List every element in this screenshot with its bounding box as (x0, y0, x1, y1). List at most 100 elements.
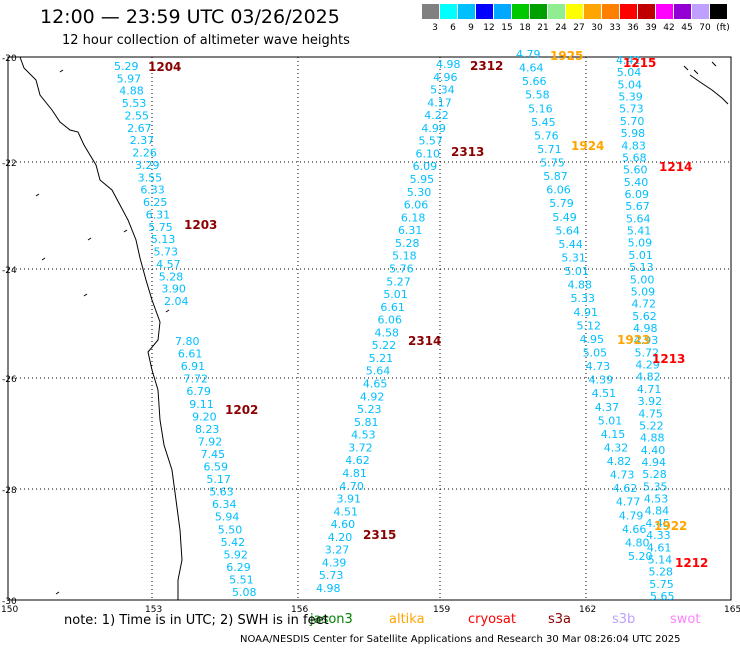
wave-height-value: 4.66 (622, 523, 647, 536)
scale-label: 24 (555, 23, 567, 33)
wave-height-value: 3.72 (348, 441, 373, 454)
wave-height-value: 4.53 (644, 493, 669, 506)
wave-height-value: 4.82 (636, 371, 661, 384)
wave-height-value: 5.67 (625, 200, 650, 213)
pass-label: 2312 (470, 59, 503, 73)
legend-s3b: s3b (612, 612, 636, 627)
scale-label: 27 (573, 23, 585, 33)
wave-height-value: 5.04 (617, 66, 642, 79)
wave-height-value: 4.29 (635, 359, 660, 372)
wave-height-value: 2.37 (130, 134, 155, 147)
lat-label: -28 (2, 486, 17, 496)
wave-height-value: 4.40 (641, 444, 666, 457)
wave-height-value: 5.41 (627, 225, 652, 238)
wave-height-value: 5.34 (430, 84, 455, 97)
wave-height-value: 5.72 (635, 346, 660, 359)
wave-height-value: 5.53 (122, 97, 147, 110)
wave-height-value: 5.42 (221, 536, 246, 549)
wave-height-value: 5.40 (624, 176, 649, 189)
reef-mark (55, 591, 60, 595)
wave-height-value: 4.61 (647, 541, 672, 554)
scale-label: 3 (432, 23, 438, 33)
wave-height-value: 6.31 (146, 208, 171, 221)
pass-label: 1212 (675, 556, 708, 570)
wave-height-value: 4.95 (580, 333, 605, 346)
wave-height-value: 4.73 (610, 469, 635, 482)
scale-swatch (476, 4, 494, 19)
scale-swatch (512, 4, 530, 19)
scale-label: 70 (699, 23, 711, 33)
wave-height-value: 5.71 (537, 143, 562, 156)
scale-swatch (602, 4, 620, 19)
wave-height-value: 5.49 (552, 211, 577, 224)
wave-height-value: 2.26 (132, 147, 157, 160)
wave-height-value: 5.01 (383, 288, 408, 301)
wave-height-value: 5.62 (632, 310, 657, 323)
legend-altika: altika (389, 612, 425, 627)
reef-mark (83, 293, 88, 297)
wave-height-value: 5.01 (564, 265, 589, 278)
pass-label: 2314 (408, 334, 441, 348)
legend-swot: swot (670, 612, 701, 627)
wave-height-value: 4.91 (574, 306, 599, 319)
wave-height-value: 4.98 (316, 582, 341, 595)
wave-height-value: 4.88 (567, 279, 592, 292)
wave-height-value: 5.50 (218, 523, 243, 536)
wave-height-value: 5.97 (117, 72, 142, 85)
lat-label: -22 (2, 159, 17, 169)
wave-height-value: 5.73 (153, 246, 178, 259)
scale-label: 21 (537, 23, 549, 33)
wave-height-value: 4.58 (375, 326, 400, 339)
wave-height-value: 4.65 (363, 378, 388, 391)
wave-height-value: 6.61 (178, 348, 203, 361)
wave-height-value: 6.34 (212, 498, 237, 511)
wave-height-value: 6.09 (413, 160, 438, 173)
scale-swatch (548, 4, 566, 19)
scale-label: 39 (645, 23, 657, 33)
wave-height-value: 5.18 (392, 250, 417, 263)
map-subtitle: 12 hour collection of altimeter wave hei… (62, 33, 350, 48)
wave-height-value: 5.98 (621, 127, 646, 140)
wave-height-value: 3.91 (336, 493, 361, 506)
reef-mark (123, 229, 128, 233)
wave-height-value: 4.37 (595, 401, 620, 414)
wave-height-value: 5.00 (630, 273, 655, 286)
wave-height-value: 4.39 (322, 556, 347, 569)
satellite-legend: jason3 altika cryosat s3a s3b swot (0, 612, 740, 630)
wave-height-value: 7.72 (184, 373, 209, 386)
wave-height-value: 4.15 (601, 428, 626, 441)
wave-height-value: 5.14 (648, 553, 673, 566)
wave-height-value: 5.39 (618, 91, 643, 104)
scale-label: (ft) (716, 23, 730, 33)
wave-height-value: 5.16 (528, 102, 553, 115)
scale-swatch (494, 4, 512, 19)
wave-height-value: 5.95 (410, 173, 435, 186)
wave-height-value: 5.75 (649, 578, 674, 591)
wave-height-value: 5.22 (639, 419, 664, 432)
pass-label: 1213 (652, 352, 685, 366)
wave-height-value: 5.22 (372, 339, 397, 352)
scale-swatch (422, 4, 440, 19)
lon-label: 165 (724, 605, 740, 615)
wave-height-value: 5.28 (642, 468, 667, 481)
wave-height-value: 5.09 (628, 237, 653, 250)
pass-label: 2315 (363, 528, 396, 542)
scale-swatch (530, 4, 548, 19)
wave-height-value: 7.80 (175, 335, 200, 348)
lat-label: -20 (2, 54, 17, 64)
lon-label: 153 (145, 605, 162, 615)
wave-height-value: 5.81 (354, 416, 379, 429)
wave-height-value: 5.33 (570, 292, 595, 305)
wave-height-value: 6.06 (404, 199, 429, 212)
scale-label: 36 (627, 23, 639, 33)
satellite-tracks: 5.295.974.885.532.552.672.372.263.293.55… (114, 48, 708, 603)
wave-height-value: 4.64 (519, 62, 544, 75)
wave-height-value: 4.73 (586, 360, 611, 373)
wave-height-value: 4.79 (619, 509, 644, 522)
pass-label: 1215 (623, 56, 656, 70)
wave-height-value: 6.79 (186, 385, 211, 398)
wave-height-value: 6.29 (226, 561, 251, 574)
wave-height-value: 4.22 (424, 109, 449, 122)
wave-height-value: 5.70 (620, 115, 645, 128)
